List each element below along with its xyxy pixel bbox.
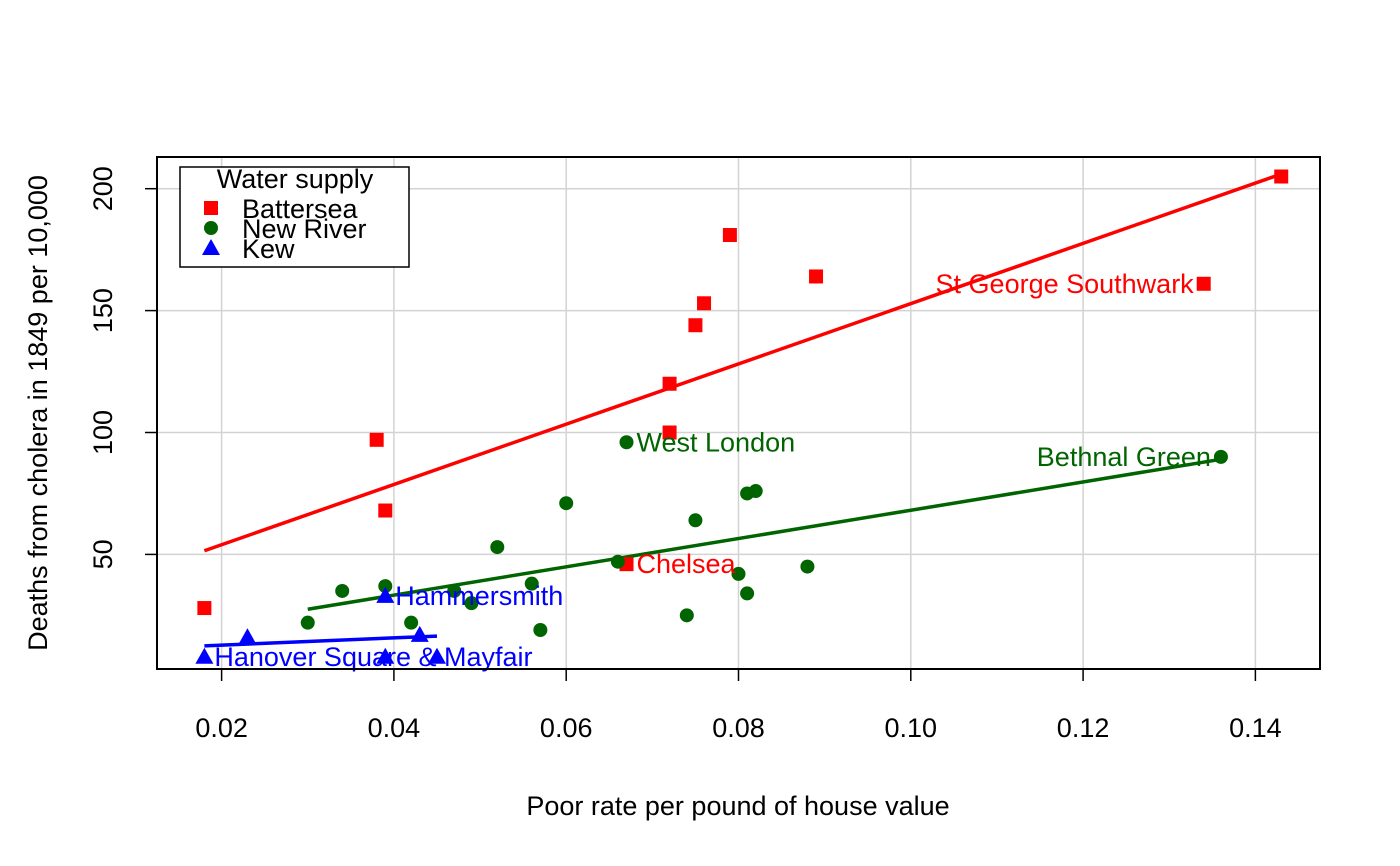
point-battersea (809, 269, 824, 284)
point-battersea (1274, 169, 1289, 184)
point-new-river (1213, 449, 1228, 464)
point-new-river (524, 576, 539, 591)
point-kew (376, 647, 395, 664)
legend-label: Kew (242, 234, 295, 264)
point-label: Chelsea (637, 549, 737, 579)
x-tick-label: 0.02 (195, 713, 248, 743)
point-label: St George Southwark (936, 269, 1195, 299)
point-new-river (800, 559, 815, 574)
point-new-river (490, 540, 505, 555)
point-new-river (610, 554, 625, 569)
y-axis: 50 100 150 200 (88, 166, 157, 569)
x-axis-title: Poor rate per pound of house value (526, 791, 949, 821)
y-tick-label: 200 (88, 166, 118, 211)
point-battersea (662, 376, 677, 391)
point-new-river (447, 583, 462, 598)
point-new-river (464, 596, 479, 611)
point-new-river (688, 513, 703, 528)
y-axis-title: Deaths from cholera in 1849 per 10,000 (23, 175, 53, 651)
point-new-river (335, 583, 350, 598)
legend-box (179, 166, 410, 268)
point-new-river (533, 622, 548, 637)
point-battersea (722, 228, 737, 243)
legend-label: Battersea (242, 194, 359, 224)
legend-marker (202, 239, 220, 255)
point-new-river (404, 615, 419, 630)
point-kew (410, 625, 429, 642)
x-tick-label: 0.08 (712, 713, 765, 743)
point-label: Hanover Square & Mayfair (214, 642, 532, 672)
point-new-river (740, 586, 755, 601)
point-label: Hammersmith (395, 581, 563, 611)
point-new-river (300, 615, 315, 630)
point-label: West London (637, 427, 796, 457)
y-tick-label: 50 (88, 539, 118, 569)
point-battersea (378, 503, 393, 518)
point-new-river (731, 566, 746, 581)
legend-title: Water supply (217, 164, 374, 194)
legend-marker (204, 221, 218, 235)
legend-marker (204, 201, 218, 215)
y-tick-label: 150 (88, 288, 118, 333)
x-tick-label: 0.10 (885, 713, 938, 743)
x-tick-label: 0.06 (540, 713, 593, 743)
point-kew (195, 647, 214, 664)
x-axis: 0.02 0.04 0.06 0.08 0.10 0.12 0.14 (195, 669, 1282, 743)
x-tick-label: 0.14 (1229, 713, 1282, 743)
point-battersea (662, 425, 677, 440)
fit-line-new-river (307, 457, 1222, 611)
point-new-river (679, 608, 694, 623)
point-label: Bethnal Green (1037, 442, 1211, 472)
point-kew (238, 628, 257, 645)
point-kew (376, 586, 395, 603)
fit-line-battersea (203, 172, 1282, 553)
y-tick-label: 100 (88, 410, 118, 455)
point-new-river (378, 579, 393, 594)
x-tick-label: 0.04 (368, 713, 421, 743)
point-battersea (688, 318, 703, 333)
x-tick-label: 0.12 (1057, 713, 1110, 743)
point-new-river (619, 435, 634, 450)
point-battersea (369, 432, 384, 447)
point-battersea (697, 296, 712, 311)
point-kew (427, 647, 446, 664)
point-new-river (748, 484, 763, 499)
data-points (195, 169, 1289, 664)
point-battersea (197, 601, 212, 616)
point-battersea (1196, 276, 1211, 291)
legend-label: New River (242, 214, 367, 244)
point-labels: Chelsea St George Southwark West London Bet… (214, 269, 1211, 672)
point-new-river (559, 496, 574, 511)
